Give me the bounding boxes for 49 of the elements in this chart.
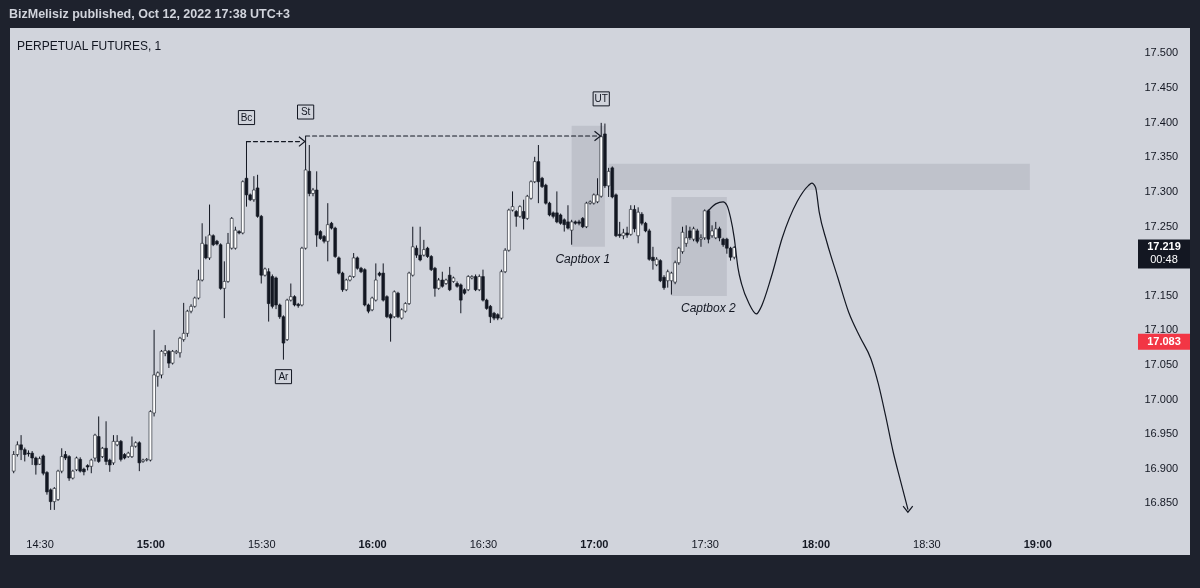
candlestick <box>566 204 570 230</box>
annotation: Bc <box>240 111 253 123</box>
candlestick <box>396 291 400 319</box>
x-tick-label: 15:30 <box>248 537 276 550</box>
annotation: Captbox 2 <box>681 300 737 315</box>
candlestick <box>636 206 640 244</box>
candlestick <box>555 190 559 224</box>
text: 17.083 <box>1147 334 1181 347</box>
point <box>593 130 602 142</box>
y-tick-label: 16.850 <box>1144 496 1179 509</box>
x-tick-label: 17:30 <box>691 537 719 550</box>
candlestick <box>67 454 71 482</box>
y-tick-label: 17.000 <box>1144 392 1179 405</box>
x-tick-label: 16:00 <box>358 537 387 550</box>
x-tick-label: 15:00 <box>136 537 165 550</box>
y-tick-label: 16.950 <box>1144 427 1179 440</box>
candlestick <box>104 420 108 466</box>
candlestick <box>119 439 123 462</box>
x-tick-label: 19:00 <box>1023 537 1052 550</box>
y-tick-label: 17.500 <box>1144 46 1179 59</box>
annotation: St <box>300 106 311 118</box>
x-tick-label: 18:00 <box>801 537 831 550</box>
annotation: Ar <box>278 370 290 382</box>
x-tick-label: 18:30 <box>913 537 941 550</box>
text: PERPETUAL FUTURES, 1 <box>17 39 162 53</box>
text: 17.219 <box>1147 240 1181 253</box>
y-tick-label: 17.050 <box>1144 358 1179 371</box>
y-tick-label: 16.900 <box>1144 461 1179 474</box>
text: 00:48 <box>1150 253 1178 266</box>
point <box>298 136 306 147</box>
x-tick-label: 16:30 <box>469 537 498 550</box>
annotation: Captbox 1 <box>555 251 611 266</box>
candlestick <box>19 434 23 461</box>
chart-subtitle: BizMelisiz published, Oct 12, 2022 17:38 UTC+3 <box>9 7 291 21</box>
candlestick <box>418 226 422 262</box>
x-tick-label: 14:30 <box>26 537 54 550</box>
x-tick-label: 17:00 <box>580 537 609 550</box>
candlestick <box>167 349 171 369</box>
y-tick-label: 17.300 <box>1144 184 1179 197</box>
y-tick-label: 17.400 <box>1144 115 1179 128</box>
y-tick-label: 17.100 <box>1144 323 1179 336</box>
annotation: UT <box>594 92 608 104</box>
candlestick <box>666 269 670 289</box>
y-tick-label: 17.250 <box>1144 219 1179 232</box>
y-tick-label: 17.450 <box>1144 81 1179 94</box>
y-tick-label: 17.150 <box>1144 288 1179 301</box>
candlestick <box>684 224 688 248</box>
y-tick-label: 17.350 <box>1144 150 1179 163</box>
candlestick <box>130 436 134 459</box>
